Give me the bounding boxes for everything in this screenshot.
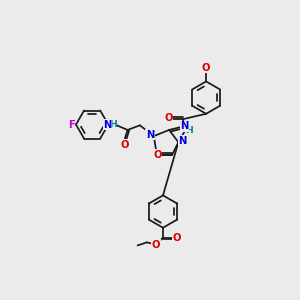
Text: N: N: [103, 119, 112, 130]
Text: O: O: [120, 140, 129, 150]
Text: N: N: [180, 121, 189, 131]
Text: O: O: [202, 63, 210, 73]
Text: O: O: [153, 150, 162, 160]
Text: O: O: [172, 233, 181, 243]
Text: H: H: [109, 120, 117, 129]
Text: S: S: [182, 121, 190, 131]
Text: F: F: [68, 119, 75, 130]
Text: H: H: [185, 126, 193, 135]
Text: N: N: [178, 136, 186, 146]
Text: N: N: [146, 130, 154, 140]
Text: O: O: [164, 113, 172, 123]
Text: O: O: [152, 240, 160, 250]
